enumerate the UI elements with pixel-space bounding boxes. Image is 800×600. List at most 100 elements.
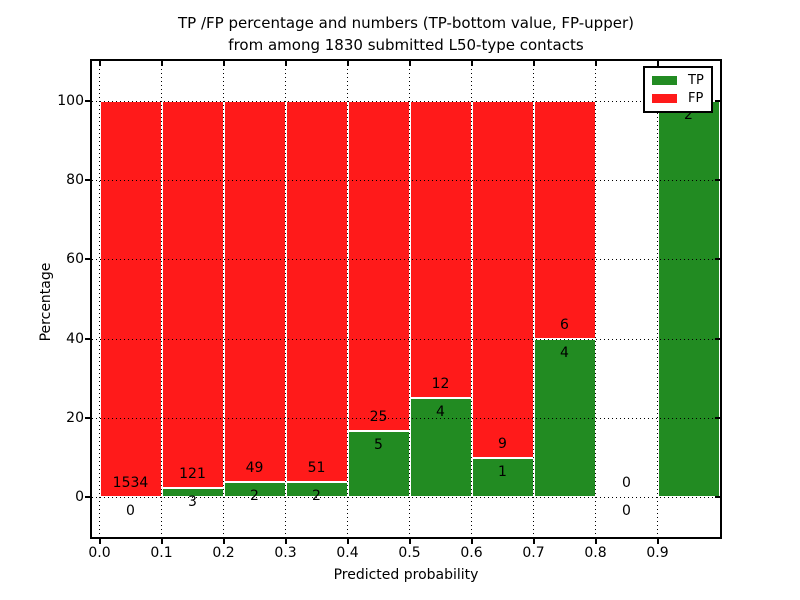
- bar-count-label-tp: 4: [436, 404, 445, 421]
- x-tick-label: 0.7: [522, 545, 545, 561]
- bar-count-label-fp: 51: [307, 460, 326, 477]
- legend-label-tp: TP: [688, 72, 704, 88]
- x-tick-bottom: [284, 539, 287, 544]
- legend-row-fp: FP: [652, 92, 711, 105]
- x-tick-label: 0.6: [460, 545, 483, 561]
- gridline-horizontal: [92, 259, 720, 261]
- bar-segment-fp: [533, 100, 596, 339]
- bar-count-label-fp: 0: [622, 475, 631, 492]
- gridline-vertical: [99, 61, 100, 537]
- gridline-vertical: [409, 61, 410, 537]
- bar-count-label-fp: 1534: [112, 475, 149, 492]
- y-tick-label: 60: [66, 251, 84, 268]
- gridline-horizontal: [92, 497, 720, 499]
- bar-count-label-fp: 12: [431, 376, 450, 393]
- bar-segment-fp: [409, 100, 472, 399]
- gridline-horizontal: [92, 100, 720, 102]
- x-tick-bottom: [470, 539, 473, 544]
- bar-segment-tp: [471, 457, 534, 498]
- bar-count-label-tp: 5: [374, 437, 383, 454]
- legend-label-fp: FP: [688, 91, 704, 107]
- x-tick-label: 0.2: [212, 545, 235, 561]
- x-tick-label: 0.8: [584, 545, 607, 561]
- gridline-horizontal: [92, 180, 720, 181]
- y-tick-right: [715, 496, 720, 499]
- bar-segment-tp: [657, 100, 720, 498]
- y-tick-right: [715, 99, 720, 102]
- y-tick-label: 0: [75, 489, 84, 506]
- x-tick-top: [284, 61, 287, 66]
- bar-count-label-tp: 3: [188, 493, 197, 510]
- y-tick-left: [85, 496, 90, 499]
- gridline-vertical: [595, 61, 596, 537]
- gridline-vertical: [533, 61, 534, 537]
- x-tick-top: [98, 61, 101, 66]
- x-tick-top: [532, 61, 535, 66]
- bar-count-label-tp: 2: [250, 487, 259, 504]
- legend-swatch-fp: [652, 94, 677, 104]
- bar-segment-tp: [347, 431, 410, 498]
- gridline-vertical: [347, 61, 348, 537]
- gridline-vertical: [657, 61, 658, 537]
- y-tick-right: [715, 417, 720, 419]
- x-tick-label: 0.1: [150, 545, 173, 561]
- gridline-vertical: [285, 61, 286, 537]
- bar-segment-tp: [533, 338, 596, 498]
- bar-count-label-tp: 0: [622, 503, 631, 520]
- x-tick-top: [594, 61, 597, 66]
- legend: TP FP: [643, 66, 713, 113]
- bar-segment-fp: [285, 100, 348, 483]
- x-tick-top: [656, 61, 659, 66]
- y-tick-label: 40: [66, 330, 84, 347]
- y-tick-left: [85, 179, 90, 181]
- x-tick-top: [408, 61, 411, 66]
- x-tick-top: [470, 61, 473, 66]
- bar-segment-fp: [347, 100, 410, 432]
- bar-count-label-fp: 9: [498, 435, 507, 452]
- bar-count-label-fp: 49: [245, 459, 264, 476]
- x-tick-bottom: [408, 539, 411, 544]
- gridline-horizontal: [92, 418, 720, 419]
- gridline-vertical: [471, 61, 472, 537]
- y-tick-left: [85, 417, 90, 419]
- gridline-vertical: [161, 61, 162, 537]
- x-tick-label: 0.9: [646, 545, 669, 561]
- bar-segment-fp: [471, 100, 534, 458]
- gridline-vertical: [223, 61, 224, 537]
- bar-count-label-tp: 2: [684, 106, 693, 123]
- y-tick-label: 80: [66, 172, 84, 188]
- x-tick-bottom: [222, 539, 225, 544]
- legend-row-tp: TP: [652, 74, 711, 87]
- x-tick-bottom: [656, 539, 659, 544]
- bar-count-label-tp: 1: [498, 463, 507, 480]
- x-tick-label: 0.0: [88, 545, 111, 561]
- bar-segment-fp: [99, 100, 162, 498]
- y-tick-right: [715, 179, 720, 181]
- x-axis-label: Predicted probability: [333, 567, 479, 583]
- y-tick-left: [85, 258, 90, 261]
- bar-count-label-fp: 6: [560, 316, 569, 333]
- x-tick-bottom: [160, 539, 163, 544]
- chart-title-line-2: from among 1830 submitted L50-type conta…: [228, 36, 584, 54]
- x-tick-bottom: [346, 539, 349, 544]
- x-tick-bottom: [98, 539, 101, 544]
- bar-count-label-tp: 2: [312, 488, 321, 505]
- y-tick-right: [715, 337, 720, 340]
- y-tick-right: [715, 258, 720, 261]
- y-tick-left: [85, 337, 90, 340]
- x-tick-top: [346, 61, 349, 66]
- bar-count-label-tp: 0: [126, 503, 135, 520]
- y-tick-label: 20: [66, 410, 84, 426]
- bar-count-label-fp: 121: [179, 465, 206, 482]
- bar-segment-fp: [161, 100, 224, 488]
- legend-swatch-tp: [652, 75, 677, 85]
- x-tick-bottom: [532, 539, 535, 544]
- y-tick-left: [85, 99, 90, 102]
- x-tick-bottom: [594, 539, 597, 544]
- bar-segment-tp: [409, 398, 472, 498]
- x-tick-label: 0.5: [398, 545, 421, 561]
- bar-segment-fp: [223, 100, 286, 482]
- x-tick-label: 0.4: [336, 545, 359, 561]
- x-tick-top: [222, 61, 225, 66]
- bar-count-label-fp: 25: [369, 409, 388, 426]
